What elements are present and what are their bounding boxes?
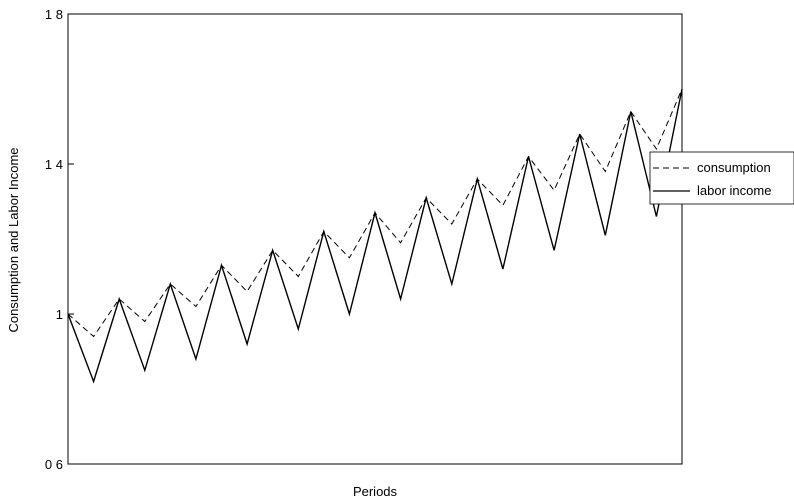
series-layer bbox=[67, 88, 683, 384]
legend-consumption-label: consumption bbox=[697, 160, 771, 175]
y-axis: 0 6 1 1 4 1 8 bbox=[45, 7, 74, 472]
series-line-labor-income bbox=[67, 88, 683, 384]
legend-box bbox=[649, 151, 794, 205]
y-tick-label: 1 4 bbox=[45, 157, 63, 172]
legend: consumption labor income bbox=[649, 151, 794, 205]
y-tick-label: 0 6 bbox=[45, 457, 63, 472]
y-tick-label: 1 bbox=[56, 307, 63, 322]
legend-labor-income-label: labor income bbox=[697, 183, 771, 198]
plot-frame bbox=[67, 13, 683, 465]
y-axis-title: Consumption and Labor Income bbox=[6, 147, 21, 332]
y-tick-label: 1 8 bbox=[45, 7, 63, 22]
x-axis-title: Periods bbox=[353, 484, 398, 499]
